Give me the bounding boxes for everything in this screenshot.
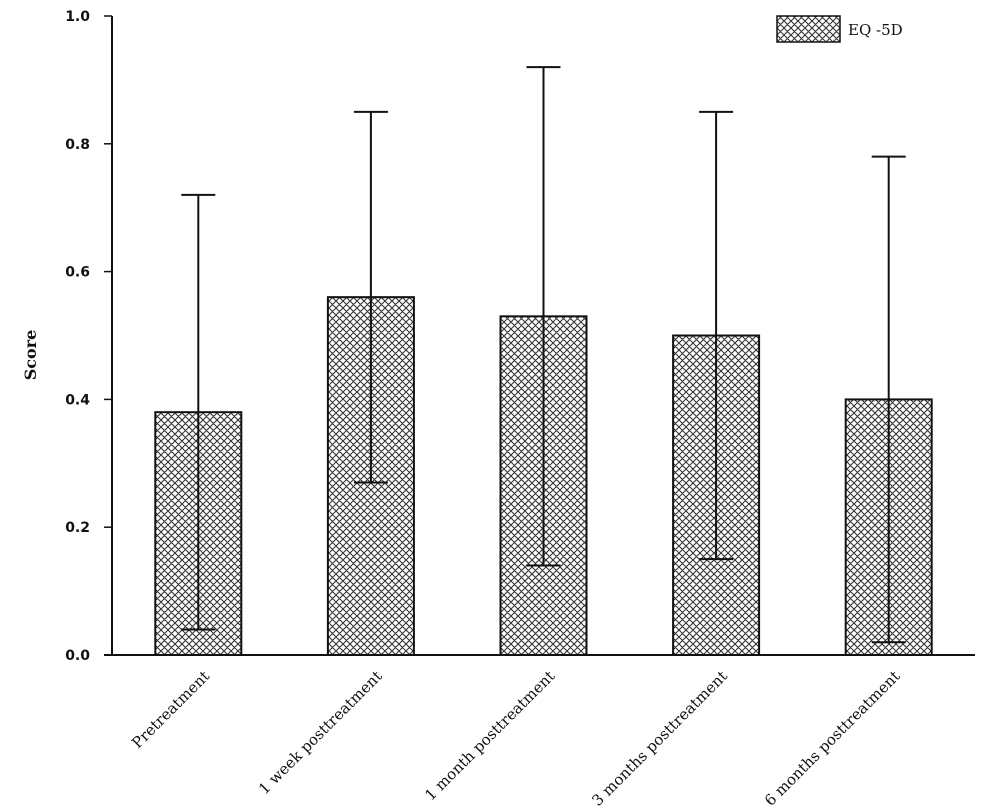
y-tick-label: 0.8 <box>65 137 90 153</box>
y-tick-label: 1.0 <box>65 9 90 25</box>
plot-area: 0.0 0.2 0.4 0.6 0.8 1.0 Pretreatment 1 week pos… <box>65 9 975 809</box>
x-category-label: Pretreatment <box>128 667 213 752</box>
y-tick-label: 0.2 <box>65 520 90 536</box>
x-category-label: 1 week posttreatment <box>255 667 386 798</box>
legend-label: EQ -5D <box>848 21 903 39</box>
y-tick-label: 0.0 <box>65 648 90 664</box>
y-tick-label: 0.4 <box>65 392 90 408</box>
y-tick-label: 0.6 <box>65 265 90 281</box>
x-category-label: 6 months posttreatment <box>761 667 904 809</box>
x-category-label: 3 months posttreatment <box>588 667 731 809</box>
x-category-label: 1 month posttreatment <box>421 667 558 804</box>
y-axis-title: Score <box>21 330 40 381</box>
legend-swatch <box>776 15 841 43</box>
legend: EQ -5D <box>776 15 903 43</box>
